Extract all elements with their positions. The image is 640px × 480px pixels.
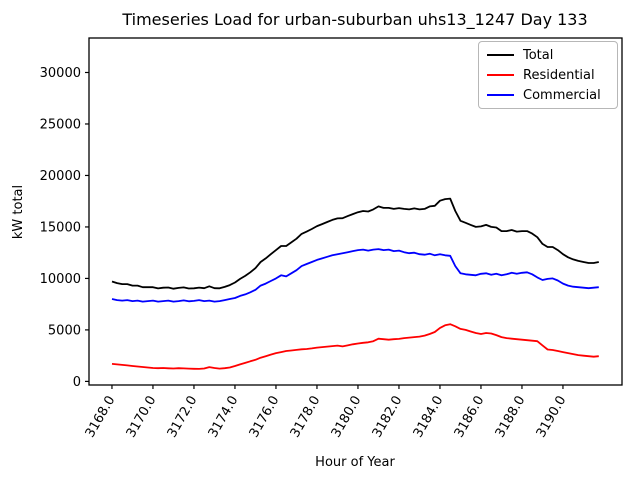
x-tick-label: 3170.0 — [124, 394, 160, 441]
y-tick-label: 10000 — [40, 272, 81, 287]
series-line-commercial — [111, 248, 599, 303]
y-tick-label: 25000 — [40, 117, 81, 132]
y-tick-label: 30000 — [40, 66, 81, 81]
x-tick-label: 3172.0 — [165, 394, 201, 441]
legend-item-commercial: Commercial — [487, 89, 609, 102]
x-axis-label: Hour of Year — [315, 455, 395, 470]
y-tick-label: 0 — [73, 375, 81, 390]
plot-frame — [88, 37, 623, 386]
x-tick-label: 3186.0 — [452, 393, 488, 440]
x-tick-label: 3190.0 — [534, 394, 570, 441]
chart-legend: Total Residential Commercial — [478, 41, 618, 109]
y-axis-label: kW total — [11, 185, 26, 239]
total-line-swatch — [487, 54, 514, 56]
x-tick-label: 3178.0 — [288, 394, 324, 441]
x-tick-label: 3176.0 — [247, 394, 283, 441]
commercial-line-swatch — [487, 94, 514, 96]
x-tick-label: 3174.0 — [206, 394, 242, 441]
legend-item-total: Total — [487, 49, 609, 62]
x-tick-label: 3180.0 — [329, 394, 365, 441]
x-tick-label: 3184.0 — [411, 394, 447, 441]
chart-title: Timeseries Load for urban-suburban uhs13… — [121, 10, 587, 30]
residential-line-swatch — [487, 74, 514, 76]
x-tick-label: 3188.0 — [493, 394, 529, 441]
legend-label: Residential — [523, 67, 595, 83]
legend-label: Commercial — [523, 87, 601, 103]
legend-item-residential: Residential — [487, 69, 609, 82]
y-tick-label: 5000 — [48, 323, 81, 338]
legend-label: Total — [523, 47, 554, 63]
y-tick-label: 20000 — [40, 169, 81, 184]
x-tick-label: 3182.0 — [370, 394, 406, 441]
series-line-residential — [111, 323, 599, 370]
series-line-total — [111, 197, 599, 290]
x-tick-label: 3168.0 — [83, 394, 119, 441]
y-tick-label: 15000 — [40, 220, 81, 235]
